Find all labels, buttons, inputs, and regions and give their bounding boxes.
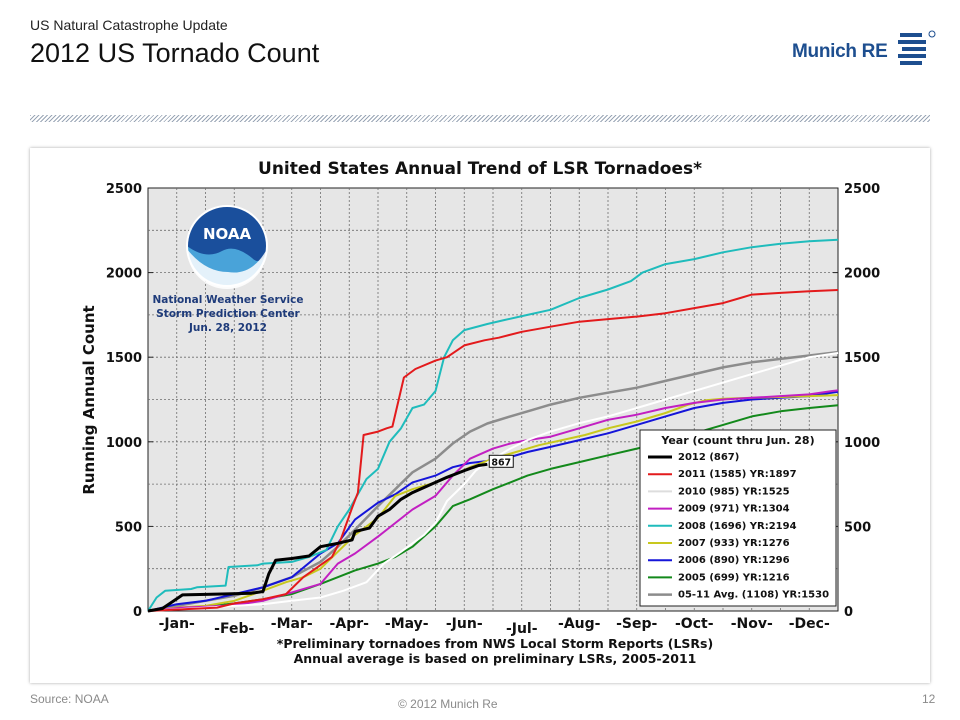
x-month-label: -Jun- <box>446 616 483 632</box>
legend-entry: 2007 (933) YR:1276 <box>678 538 790 549</box>
tornado-trend-chart: United States Annual Trend of LSR Tornad… <box>80 159 880 666</box>
legend-entry: 2009 (971) YR:1304 <box>678 504 790 515</box>
noaa-caption-line: Storm Prediction Center <box>156 308 300 320</box>
legend-title: Year (count thru Jun. 28) <box>660 434 814 447</box>
legend-entry: 2012 (867) <box>678 452 739 463</box>
munich-re-logo: Munich RE <box>792 30 942 70</box>
source-note: Source: NOAA <box>30 692 109 706</box>
y-tick-label-right: 1000 <box>844 436 880 451</box>
x-month-label: -Sep- <box>616 616 657 632</box>
legend-box <box>639 429 837 607</box>
y-tick-label-left: 0 <box>133 605 142 620</box>
callout-2012: 867 <box>488 454 514 468</box>
y-axis-label: Running Annual Count <box>80 305 98 494</box>
y-tick-label-left: 2500 <box>106 182 142 197</box>
svg-text:NOAA: NOAA <box>203 225 252 243</box>
y-tick-label-right: 2500 <box>844 182 880 197</box>
y-tick-label-left: 2000 <box>106 267 142 282</box>
x-month-label: -Oct- <box>675 616 714 632</box>
chart-title: United States Annual Trend of LSR Tornad… <box>258 159 702 179</box>
noaa-badge: NOAA National Weather Service Storm Pred… <box>152 205 304 334</box>
x-month-label: -Dec- <box>789 616 830 632</box>
callout-label: 867 <box>491 457 511 468</box>
x-month-label: -Nov- <box>731 616 773 632</box>
legend-entry: 2008 (1696) YR:2194 <box>678 521 797 532</box>
axis-ticks: 0 0 500 500 1000 1000 1500 1500 2000 2000 2500 2500… <box>106 182 880 637</box>
copyright: © 2012 Munich Re <box>398 697 498 711</box>
legend-entry: 2005 (699) YR:1216 <box>678 572 790 583</box>
y-tick-label-right: 2000 <box>844 267 880 282</box>
legend-entry: 2010 (985) YR:1525 <box>678 486 790 497</box>
y-tick-label-right: 500 <box>844 520 871 535</box>
slide-title: 2012 US Tornado Count <box>30 38 320 68</box>
logo-text: Munich RE <box>792 41 888 62</box>
legend-entry: 2006 (890) YR:1296 <box>678 555 790 566</box>
x-month-label: -May- <box>385 616 429 632</box>
chart-panel: United States Annual Trend of LSR Tornad… <box>30 148 930 683</box>
footnote-line: *Preliminary tornadoes from NWS Local St… <box>277 636 713 651</box>
callout-box <box>488 454 514 468</box>
series-line-4 <box>147 238 839 612</box>
x-month-label: -Feb- <box>214 621 254 637</box>
y-tick-label-right: 0 <box>844 605 853 620</box>
series-line-1 <box>147 289 839 612</box>
x-month-label: -Jul- <box>506 621 538 637</box>
noaa-caption-line: National Weather Service <box>152 294 303 306</box>
x-month-label: -Apr- <box>330 616 370 632</box>
x-month-label: -Mar- <box>271 616 313 632</box>
x-month-label: -Jan- <box>159 616 195 632</box>
series-line-0 <box>147 462 488 613</box>
slide-supertitle: US Natural Catastrophe Update <box>30 17 228 33</box>
y-tick-label-left: 1000 <box>106 436 142 451</box>
chart-legend: Year (count thru Jun. 28) 2012 (867) 2011 … <box>639 429 837 607</box>
legend-entry: 05-11 Avg. (1108) YR:1530 <box>678 590 829 601</box>
header-divider <box>30 115 930 122</box>
legend-entry: 2011 (1585) YR:1897 <box>678 469 797 480</box>
series-line-6 <box>147 390 839 612</box>
y-tick-label-left: 1500 <box>106 351 142 366</box>
x-month-label: -Aug- <box>558 616 601 632</box>
series-lines <box>147 238 839 613</box>
noaa-caption-line: Jun. 28, 2012 <box>188 322 267 334</box>
page-number: 12 <box>922 692 936 706</box>
footnote-line: Annual average is based on preliminary L… <box>294 651 697 666</box>
y-tick-label-left: 500 <box>115 520 142 535</box>
munich-re-emblem-icon <box>898 30 936 65</box>
y-tick-label-right: 1500 <box>844 351 880 366</box>
